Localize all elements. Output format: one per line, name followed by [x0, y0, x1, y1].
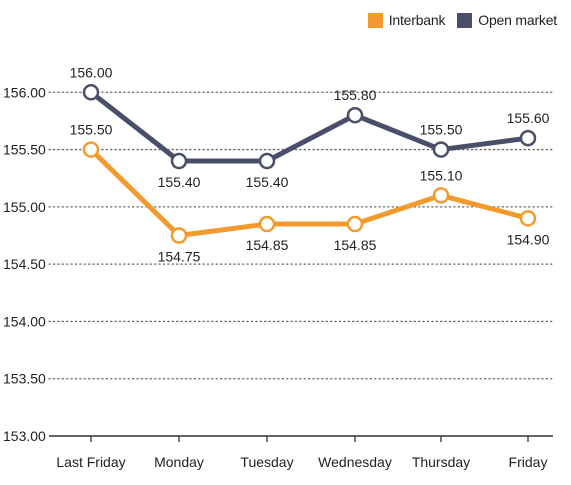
data-point-interbank — [346, 215, 364, 233]
y-tick-label: 155.00 — [3, 199, 46, 215]
legend-item-open-market: Open market — [457, 12, 557, 28]
y-tick-label: 154.50 — [3, 256, 46, 272]
data-label-open-market: 155.80 — [334, 87, 377, 103]
data-label-open-market: 155.50 — [420, 122, 463, 138]
data-label-interbank: 155.10 — [420, 167, 463, 183]
data-point-open-market — [519, 129, 537, 147]
data-label-open-market: 155.60 — [507, 110, 550, 126]
data-point-interbank — [170, 227, 188, 244]
y-tick-label: 156.00 — [3, 84, 46, 100]
x-tick-label: Thursday — [412, 454, 470, 470]
data-point-interbank — [82, 141, 100, 158]
legend-swatch-interbank — [367, 12, 383, 28]
data-point-interbank — [519, 210, 537, 227]
legend: Interbank Open market — [367, 12, 557, 28]
data-label-open-market: 155.40 — [158, 174, 201, 190]
data-label-open-market: 156.00 — [70, 64, 113, 80]
data-label-interbank: 154.90 — [507, 231, 550, 247]
y-tick-label: 155.50 — [3, 142, 46, 158]
data-point-interbank — [258, 215, 276, 233]
data-point-open-market — [82, 84, 100, 101]
data-point-open-market — [432, 141, 450, 158]
legend-label-open-market: Open market — [478, 12, 557, 28]
legend-item-interbank: Interbank — [367, 12, 446, 28]
data-label-interbank: 154.85 — [334, 237, 377, 253]
legend-swatch-open-market — [457, 12, 473, 28]
x-tick-label: Monday — [154, 454, 204, 470]
data-point-open-market — [258, 152, 276, 170]
x-tick-label: Friday — [509, 454, 548, 470]
data-label-interbank: 154.75 — [158, 249, 201, 265]
data-point-open-market — [170, 152, 188, 170]
data-label-interbank: 155.50 — [70, 122, 113, 138]
x-tick-label: Tuesday — [240, 454, 293, 470]
data-label-open-market: 155.40 — [246, 174, 289, 190]
data-label-interbank: 154.85 — [246, 237, 289, 253]
data-point-interbank — [432, 187, 450, 204]
data-point-open-market — [346, 106, 364, 124]
y-tick-label: 154.00 — [3, 313, 46, 329]
series-line-interbank — [88, 147, 531, 238]
x-tick-label: Last Friday — [56, 454, 125, 470]
legend-label-interbank: Interbank — [388, 12, 446, 28]
y-tick-label: 153.00 — [3, 428, 46, 444]
x-tick-label: Wednesday — [318, 454, 392, 470]
series-line-open-market — [88, 89, 531, 164]
y-tick-label: 153.50 — [3, 371, 46, 387]
